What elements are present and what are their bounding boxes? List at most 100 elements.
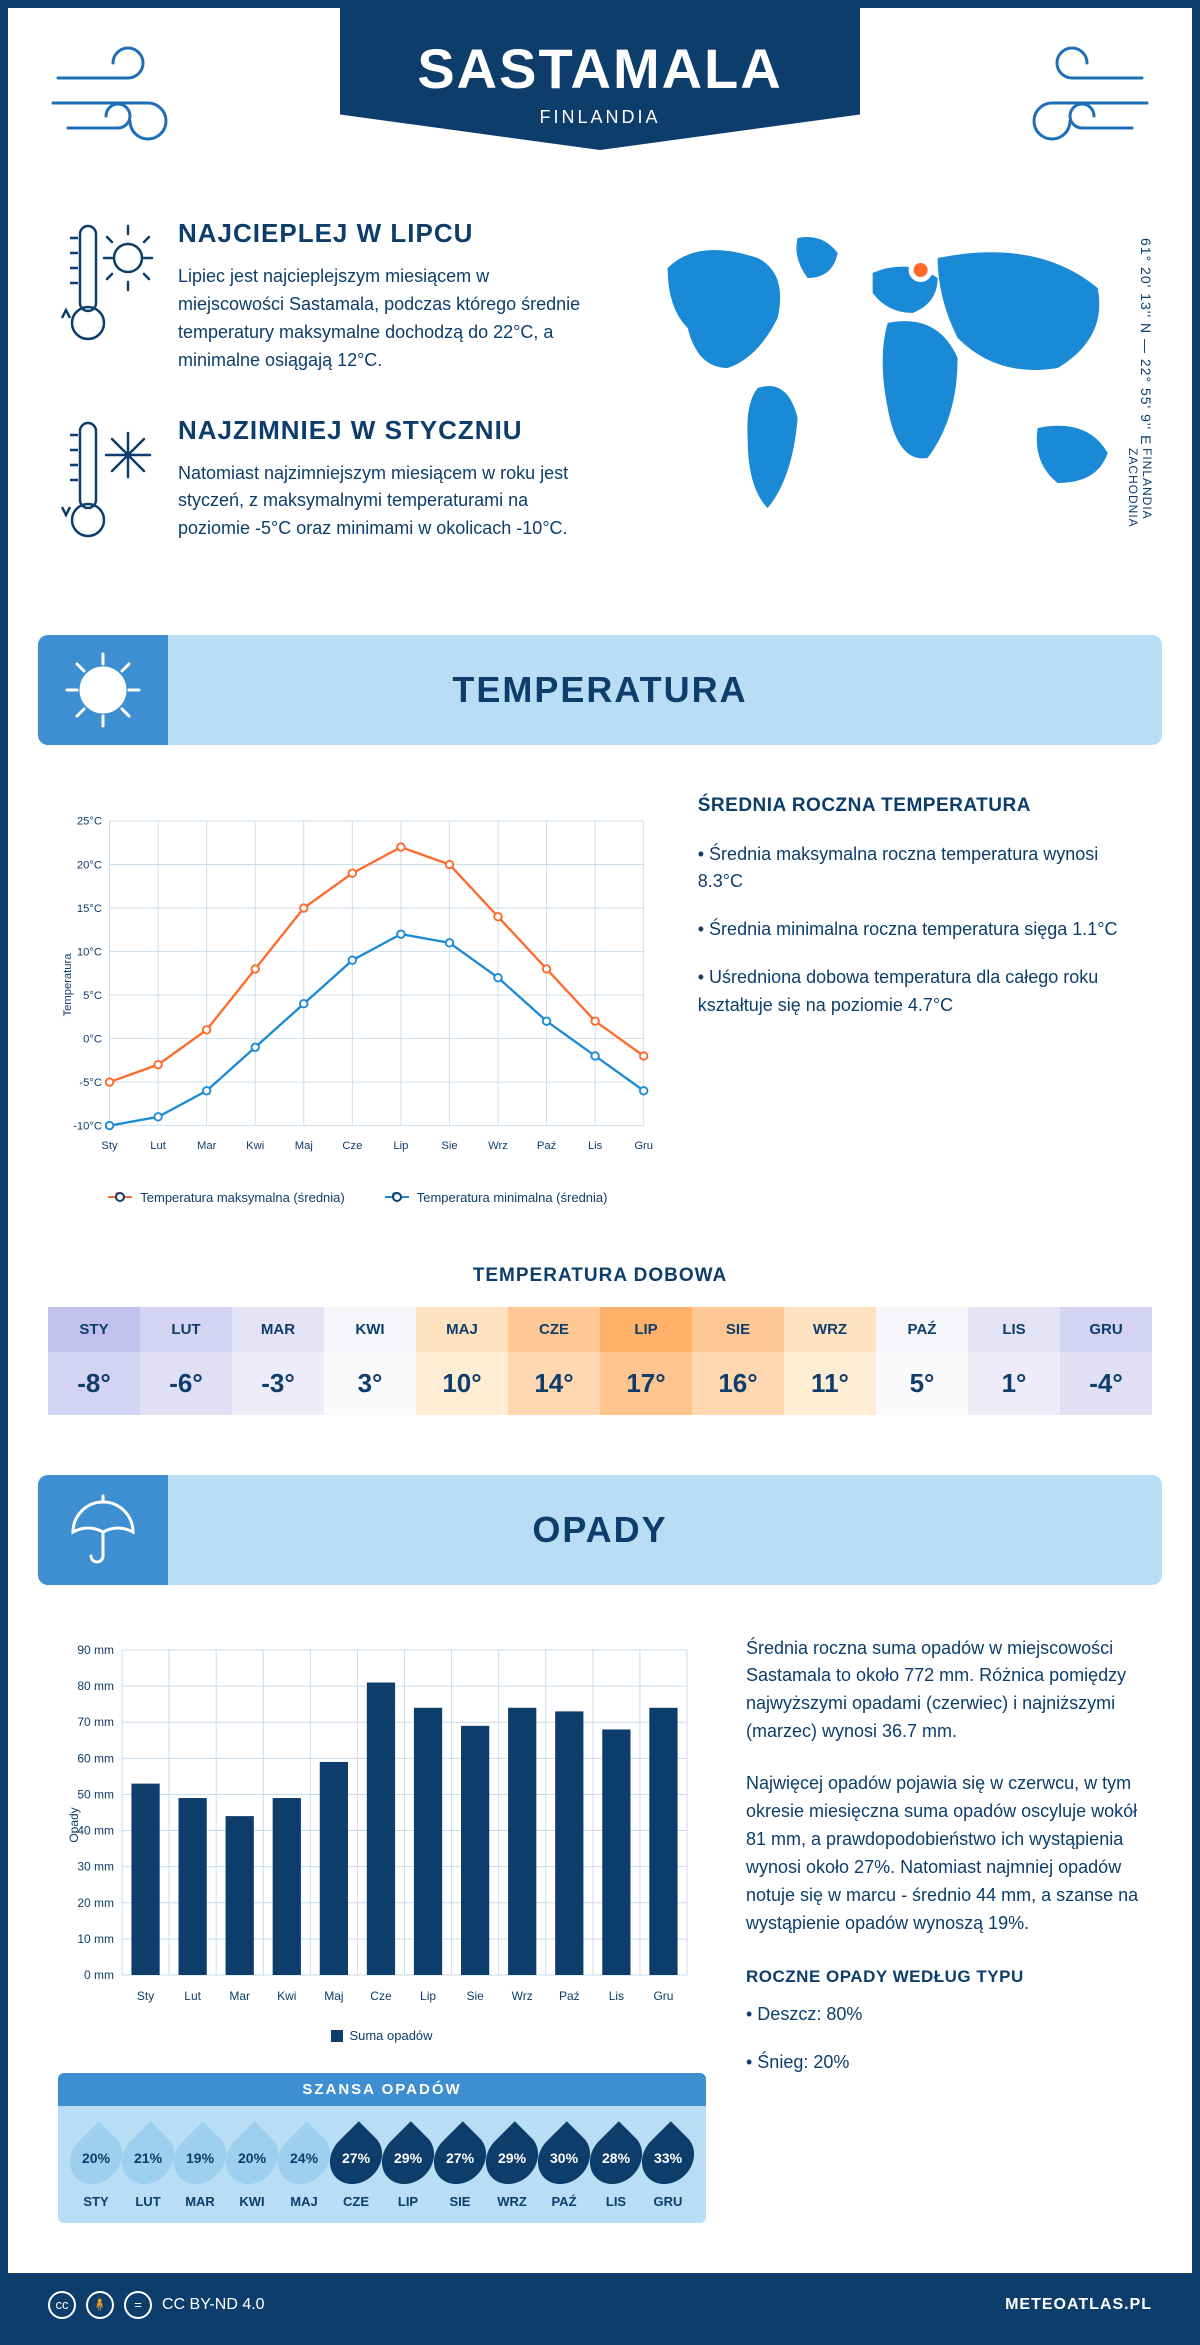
svg-text:Cze: Cze [370, 1989, 392, 2003]
precip-type-bullet: • Śnieg: 20% [746, 2049, 1142, 2077]
coldest-block: NAJZIMNIEJ W STYCZNIU Natomiast najzimni… [58, 415, 593, 545]
daily-month-header: WRZ [784, 1307, 876, 1352]
coldest-title: NAJZIMNIEJ W STYCZNIU [178, 415, 593, 446]
title-banner: SASTAMALA FINLANDIA [340, 8, 860, 150]
precip-type-bullet: • Deszcz: 80% [746, 2001, 1142, 2029]
chance-month: LIP [384, 2194, 432, 2209]
coordinates: 61° 20' 13'' N — 22° 55' 9'' E [1138, 238, 1154, 445]
precip-paragraph: Średnia roczna suma opadów w miejscowośc… [746, 1635, 1142, 1747]
chance-month: GRU [644, 2194, 692, 2209]
svg-text:Maj: Maj [324, 1989, 343, 2003]
chance-value: 27% [446, 2150, 474, 2166]
chance-month: WRZ [488, 2194, 536, 2209]
daily-month-header: CZE [508, 1307, 600, 1352]
svg-text:40 mm: 40 mm [77, 1823, 114, 1837]
daily-temp-value: 16° [692, 1352, 784, 1415]
daily-month-header: STY [48, 1307, 140, 1352]
map-column: 61° 20' 13'' N — 22° 55' 9'' E FINLANDIA… [633, 218, 1142, 585]
chance-value: 29% [498, 2150, 526, 2166]
precipitation-text-column: Średnia roczna suma opadów w miejscowośc… [746, 1635, 1142, 2223]
chance-value: 28% [602, 2150, 630, 2166]
footer-site: METEOATLAS.PL [1005, 2296, 1152, 2314]
wind-icon [48, 38, 188, 158]
svg-text:Lut: Lut [184, 1989, 201, 2003]
svg-text:Paź: Paź [559, 1989, 580, 2003]
daily-month-header: KWI [324, 1307, 416, 1352]
chance-value: 30% [550, 2150, 578, 2166]
chance-drop-cell: 21%LUT [124, 2130, 172, 2209]
svg-text:Lip: Lip [393, 1140, 408, 1152]
chance-value: 27% [342, 2150, 370, 2166]
chance-drop-cell: 20%STY [72, 2130, 120, 2209]
svg-text:5°C: 5°C [83, 989, 102, 1001]
annual-bullet: • Średnia maksymalna roczna temperatura … [698, 841, 1142, 897]
temperature-row: -10°C-5°C0°C5°C10°C15°C20°C25°CStyLutMar… [8, 745, 1192, 1255]
raindrop-icon: 33% [631, 2121, 705, 2195]
svg-text:80 mm: 80 mm [77, 1679, 114, 1693]
svg-text:-10°C: -10°C [73, 1120, 102, 1132]
svg-text:Paź: Paź [537, 1140, 557, 1152]
daily-temp-value: -3° [232, 1352, 324, 1415]
svg-text:20 mm: 20 mm [77, 1895, 114, 1909]
daily-temp-value: -8° [48, 1352, 140, 1415]
daily-temp-table: STYLUTMARKWIMAJCZELIPSIEWRZPAŹLISGRU-8°-… [48, 1307, 1152, 1415]
temperature-title: TEMPERATURA [452, 669, 747, 711]
svg-text:Wrz: Wrz [488, 1140, 508, 1152]
svg-text:Lis: Lis [609, 1989, 624, 2003]
svg-text:70 mm: 70 mm [77, 1715, 114, 1729]
daily-temp-value: 5° [876, 1352, 968, 1415]
svg-text:Cze: Cze [342, 1140, 362, 1152]
chance-value: 24% [290, 2150, 318, 2166]
city-name: SASTAMALA [340, 36, 860, 101]
umbrella-icon [38, 1475, 168, 1585]
daily-temp-title: TEMPERATURA DOBOWA [8, 1265, 1192, 1287]
chance-month: MAR [176, 2194, 224, 2209]
svg-text:90 mm: 90 mm [77, 1643, 114, 1657]
precipitation-chart-column: 0 mm10 mm20 mm30 mm40 mm50 mm60 mm70 mm8… [58, 1635, 706, 2223]
legend-item: Temperatura maksymalna (średnia) [108, 1190, 344, 1205]
svg-text:Mar: Mar [229, 1989, 250, 2003]
precipitation-legend: Suma opadów [58, 2028, 706, 2043]
chance-value: 20% [82, 2150, 110, 2166]
svg-text:Temperatura: Temperatura [62, 952, 74, 1016]
chance-drop-cell: 33%GRU [644, 2130, 692, 2209]
svg-text:25°C: 25°C [77, 815, 102, 827]
temperature-banner: TEMPERATURA [38, 635, 1162, 745]
hottest-desc: Lipiec jest najcieplejszym miesiącem w m… [178, 263, 593, 375]
temperature-chart-column: -10°C-5°C0°C5°C10°C15°C20°C25°CStyLutMar… [58, 795, 658, 1205]
chance-value: 20% [238, 2150, 266, 2166]
svg-text:15°C: 15°C [77, 902, 102, 914]
legend-item: Temperatura minimalna (średnia) [385, 1190, 608, 1205]
precip-type-heading: ROCZNE OPADY WEDŁUG TYPU [746, 1967, 1142, 1987]
cc-icon: cc [48, 2291, 76, 2319]
temperature-line-chart: -10°C-5°C0°C5°C10°C15°C20°C25°CStyLutMar… [58, 795, 658, 1175]
wind-icon [1012, 38, 1152, 158]
chance-month: LUT [124, 2194, 172, 2209]
temperature-annual-column: ŚREDNIA ROCZNA TEMPERATURA • Średnia mak… [698, 795, 1142, 1205]
license-text: CC BY-ND 4.0 [162, 2296, 265, 2314]
chance-drop-cell: 29%LIP [384, 2130, 432, 2209]
hottest-block: NAJCIEPLEJ W LIPCU Lipiec jest najcieple… [58, 218, 593, 375]
daily-month-header: MAR [232, 1307, 324, 1352]
svg-text:Lut: Lut [150, 1140, 166, 1152]
precipitation-title: OPADY [532, 1509, 667, 1551]
page: SASTAMALA FINLANDIA NAJCIEPLEJ W [0, 0, 1200, 2345]
daily-temp-value: 10° [416, 1352, 508, 1415]
svg-text:Sie: Sie [466, 1989, 484, 2003]
daily-temp-value: 11° [784, 1352, 876, 1415]
daily-temp-value: 1° [968, 1352, 1060, 1415]
chance-drop-cell: 29% WRZ [488, 2130, 536, 2209]
chance-title: SZANSA OPADÓW [58, 2073, 706, 2106]
svg-text:-5°C: -5°C [79, 1076, 102, 1088]
svg-text:Mar: Mar [197, 1140, 217, 1152]
annual-heading: ŚREDNIA ROCZNA TEMPERATURA [698, 795, 1142, 817]
annual-bullet: • Średnia minimalna roczna temperatura s… [698, 916, 1142, 944]
daily-month-header: SIE [692, 1307, 784, 1352]
hottest-title: NAJCIEPLEJ W LIPCU [178, 218, 593, 249]
daily-temp-value: 14° [508, 1352, 600, 1415]
sun-icon [38, 635, 168, 745]
by-icon: 🧍 [86, 2291, 114, 2319]
annual-bullet: • Uśredniona dobowa temperatura dla całe… [698, 964, 1142, 1020]
chance-month: CZE [332, 2194, 380, 2209]
svg-text:Opady: Opady [67, 1807, 81, 1842]
